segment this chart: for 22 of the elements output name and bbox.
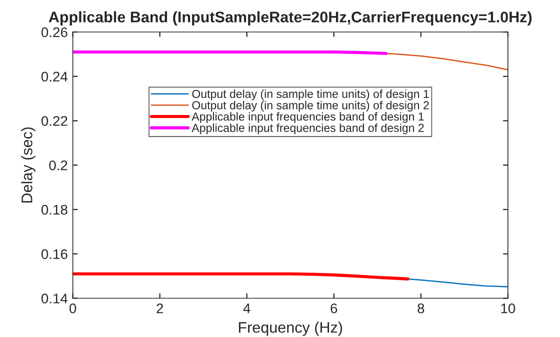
y-tick-label: 0.22: [41, 116, 68, 126]
x-tick-label: 0: [69, 303, 76, 314]
y-axis-title: Delay (sec): [21, 127, 36, 202]
y-tick-label: 0.14: [41, 294, 68, 304]
legend-label: Applicable input frequencies band of design 2: [192, 123, 424, 134]
legend-label: Output delay (in sample time units) of design 1: [192, 90, 429, 100]
x-tick-label: 6: [330, 303, 338, 314]
x-tick-label: 2: [156, 303, 163, 314]
y-tick-label: 0.16: [41, 249, 68, 260]
x-tick-label: 10: [501, 303, 516, 314]
x-tick-label: 4: [243, 304, 250, 314]
y-tick-label: 0.24: [41, 72, 68, 82]
y-tick-label: 0.2: [49, 160, 68, 170]
x-tick-label: 8: [418, 303, 424, 314]
line-series: [407, 278, 508, 288]
chart-title: Applicable Band (InputSampleRate=20Hz,CarrierFrequency=1.0Hz): [48, 11, 532, 26]
x-axis-title: Frequency (Hz): [238, 322, 342, 336]
legend-label: Output delay (in sample time units) of design 2: [192, 100, 429, 112]
y-tick-label: 0.26: [41, 27, 68, 38]
line-series: [385, 52, 508, 70]
y-tick-label: 0.18: [41, 204, 68, 215]
legend-label: Applicable input frequencies band of design 1: [192, 112, 424, 123]
